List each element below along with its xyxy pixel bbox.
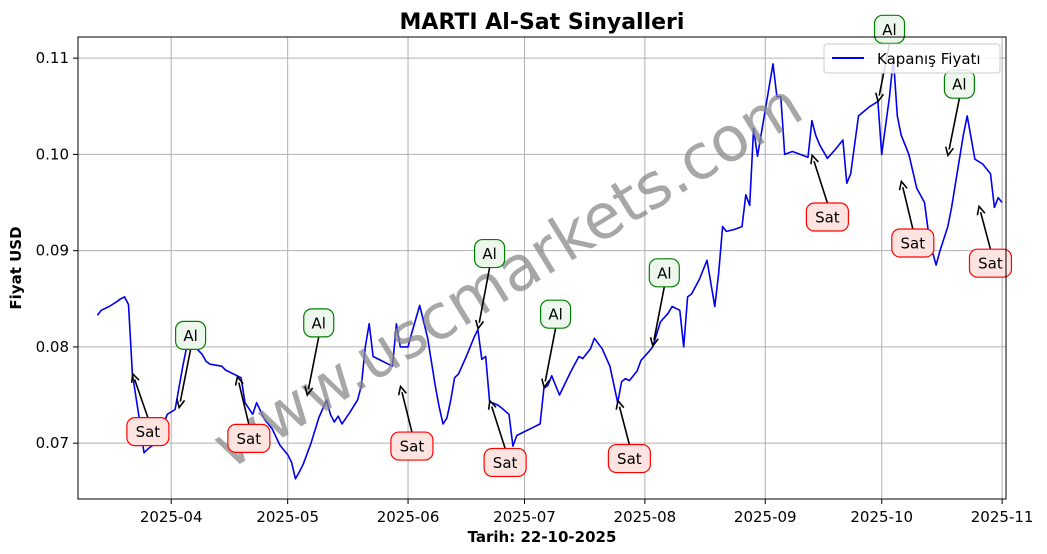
signal-arrow-shaft xyxy=(618,406,631,445)
y-axis-label: Fiyat USD xyxy=(7,226,25,309)
signal-label-text: Sat xyxy=(815,208,840,226)
buy-signal: Al xyxy=(539,299,572,390)
signal-arrow-head xyxy=(234,374,244,386)
signal-label-box xyxy=(805,202,849,232)
signal-label-box xyxy=(126,417,170,447)
signal-label-text: Sat xyxy=(901,234,926,252)
legend-label: Kapanış Fiyatı xyxy=(877,50,981,68)
sell-signal: Sat xyxy=(126,372,170,447)
signal-arrow-head xyxy=(649,337,659,348)
legend-box xyxy=(823,43,1001,74)
signal-arrow-head xyxy=(615,399,625,410)
signal-label-text: Al xyxy=(548,306,562,324)
signal-label-text: Al xyxy=(312,314,326,332)
watermark: www.uscmarkets.com xyxy=(200,67,815,483)
signal-arrow-head xyxy=(875,92,885,104)
x-tick-label: 2025-09 xyxy=(734,508,797,526)
sell-signal: Sat xyxy=(227,374,271,453)
signal-arrow-shaft xyxy=(813,160,829,204)
sell-signal: Sat xyxy=(390,384,434,461)
signal-label-text: Sat xyxy=(493,454,518,472)
signal-arrow-head xyxy=(976,204,986,216)
x-axis-label: Tarih: 22-10-2025 xyxy=(468,528,617,546)
signal-label-box xyxy=(607,443,651,474)
signal-label-box xyxy=(873,14,906,44)
sell-signal: Sat xyxy=(607,399,651,474)
signal-label-text: Sat xyxy=(400,438,425,456)
signal-label-box xyxy=(483,447,527,478)
x-tick-label: 2025-08 xyxy=(614,508,677,526)
signal-arrow-shaft xyxy=(478,267,491,323)
chart-title: MARTI Al-Sat Sinyalleri xyxy=(400,10,685,35)
signal-label-box xyxy=(968,248,1013,278)
signal-label-text: Al xyxy=(657,264,671,282)
signal-arrow-shaft xyxy=(979,211,992,250)
signal-label-text: Al xyxy=(952,76,966,94)
y-tick-label: 0.09 xyxy=(36,242,69,260)
buy-signal: Al xyxy=(175,320,207,410)
signal-arrow-head xyxy=(304,386,314,397)
price-series-line xyxy=(96,57,1003,480)
buy-signal: Al xyxy=(303,308,335,397)
y-tick-label: 0.07 xyxy=(36,434,69,452)
x-tick-label: 2025-06 xyxy=(377,508,440,526)
signal-label-text: Sat xyxy=(978,255,1003,273)
x-tick-label: 2025-07 xyxy=(493,508,556,526)
signal-label-box xyxy=(539,299,572,329)
signal-arrow-shaft xyxy=(401,392,413,433)
signal-label-box xyxy=(473,238,506,269)
signal-arrow-head xyxy=(397,384,407,396)
x-tick-label: 2025-11 xyxy=(971,508,1034,526)
signal-label-box xyxy=(303,308,335,338)
signal-arrow-head xyxy=(944,146,955,158)
signal-label-text: Al xyxy=(482,245,496,263)
signal-annotations: Sat Al Sat Al Sat Al Sat Al Sat Al Sat Al Sat Al Sat xyxy=(126,14,1013,478)
signal-label-box xyxy=(175,320,207,350)
buy-signal: Al xyxy=(943,69,976,158)
signal-label-box xyxy=(648,258,680,288)
watermark-layer: www.uscmarkets.com xyxy=(200,67,815,483)
axis-ticks: 2025-04 2025-05 2025-06 2025-07 2025-08 2025-… xyxy=(36,49,1034,526)
signal-arrow-shaft xyxy=(490,406,506,449)
buy-signal: Al xyxy=(648,258,680,348)
signal-label-text: Sat xyxy=(617,450,642,468)
signal-arrow-head xyxy=(176,398,186,410)
signal-arrow-shaft xyxy=(238,382,250,425)
sell-signal: Sat xyxy=(805,153,849,232)
signal-arrow-head xyxy=(810,153,819,165)
legend: Kapanış Fiyatı xyxy=(823,43,1001,74)
x-tick-label: 2025-05 xyxy=(256,508,319,526)
sell-signal: Sat xyxy=(483,399,527,478)
signal-label-box xyxy=(227,423,271,453)
price-line-layer xyxy=(96,57,1003,480)
signal-arrow-shaft xyxy=(948,98,961,150)
y-tick-label: 0.08 xyxy=(36,338,69,356)
signal-label-text: Sat xyxy=(136,423,161,441)
plot-frame xyxy=(77,36,1007,500)
signal-label-text: Al xyxy=(183,327,197,345)
signal-arrow-shaft xyxy=(179,349,192,402)
signal-arrow-head xyxy=(898,179,908,191)
signal-label-text: Al xyxy=(882,21,896,39)
sell-signal: Sat xyxy=(891,179,935,258)
x-tick-label: 2025-04 xyxy=(140,508,203,526)
signal-arrow-shaft xyxy=(307,336,320,390)
x-tick-label: 2025-10 xyxy=(850,508,913,526)
signal-arrow-shaft xyxy=(902,187,914,230)
signal-label-box xyxy=(891,228,935,258)
signal-label-box xyxy=(390,431,434,461)
signal-arrow-head xyxy=(487,399,497,410)
y-tick-label: 0.10 xyxy=(36,145,69,163)
y-tick-label: 0.11 xyxy=(36,49,69,67)
signal-arrow-head xyxy=(474,319,485,331)
signal-arrow-shaft xyxy=(544,328,557,382)
signal-label-text: Sat xyxy=(237,430,262,448)
signal-arrow-head xyxy=(130,372,140,383)
signal-arrow-shaft xyxy=(653,286,666,341)
signal-arrow-head xyxy=(541,378,551,390)
sell-signal: Sat xyxy=(968,204,1013,278)
signal-arrow-shaft xyxy=(133,379,149,418)
buy-signal: Al xyxy=(473,238,506,331)
